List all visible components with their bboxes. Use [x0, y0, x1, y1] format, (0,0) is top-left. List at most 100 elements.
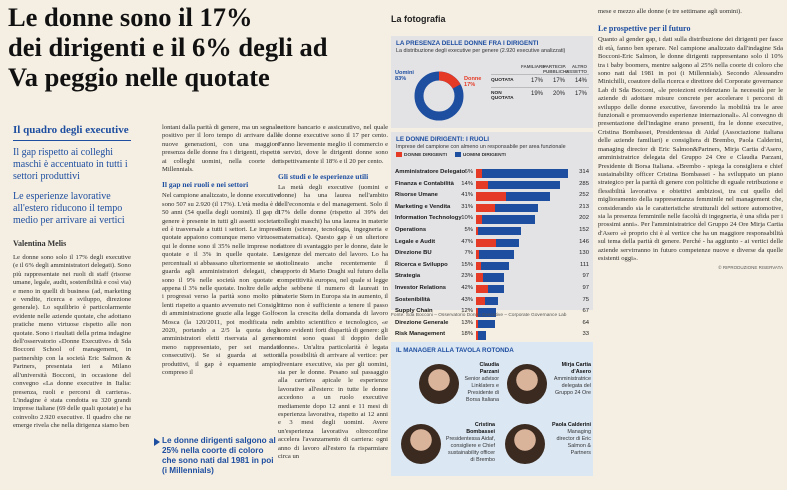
bar-men [476, 308, 496, 317]
roles-legend: DONNE DIRIGENTI UOMINI DIRIGENTI [391, 151, 593, 159]
bar-women-percent-label: 14% [461, 180, 473, 187]
bar-category-label: Direzione BU [395, 250, 432, 257]
bar-women-percent-label: 41% [461, 192, 473, 199]
avatar [505, 424, 545, 464]
copyright-footer: © RIPRODUZIONE RISERVATA [718, 265, 783, 271]
bar-category-label: Risk Management [395, 331, 446, 338]
bar-category-label: Sostenibilità [395, 296, 431, 303]
bar-women-share [476, 284, 488, 294]
bar-women-share [476, 192, 507, 201]
bar-row: Ricerca e Sviluppo 15% 111 [391, 261, 593, 273]
bar-row: Finanza e Contabilità 14% 285 [391, 180, 593, 192]
bar-women-share [476, 331, 478, 340]
table-cell: 17% [574, 91, 587, 97]
bar-women-share [476, 273, 483, 282]
bar-women-percent-label: 23% [461, 273, 473, 280]
subheading-2: Le esperienze lavorative all'estero ridu… [13, 191, 125, 226]
manager-card: Paola Calderini Managing director di Eri… [501, 420, 601, 480]
headline: Le donne sono il 17% dei dirigenti e il … [8, 2, 388, 92]
bar-women-percent-label: 5% [464, 226, 473, 233]
headline-line-3: Va peggio nelle quotate [8, 62, 270, 92]
bar-men [476, 296, 498, 306]
bar-men [476, 215, 536, 224]
bar-women-share [476, 250, 479, 259]
bar-men [476, 273, 505, 282]
box2-subtitle: Imprese del campione con almeno un respo… [396, 144, 566, 150]
table-cell: 17% [552, 78, 565, 84]
bar-women-share [476, 296, 486, 306]
bar-category-label: Legale e Audit [395, 238, 436, 245]
bar-row: Information Technology 10% 202 [391, 214, 593, 226]
bar-men [476, 238, 519, 248]
bar-men [476, 250, 515, 259]
manager-card: Cristina Bombassei Presidentessa Aidaf, … [391, 420, 495, 480]
manager-card: Mirja Cartia d'Asero Amministratrice del… [501, 358, 601, 418]
bar-total-label: 33 [582, 331, 589, 338]
right-column-p1: mese e mezzo alle donne (e tre settimane… [598, 8, 742, 15]
bar-row: Risorse Umane 41% 252 [391, 191, 593, 203]
bar-men [476, 169, 568, 178]
bar-total-label: 64 [582, 319, 589, 326]
table-cell: 17% [530, 78, 543, 84]
bar-women-share [476, 169, 482, 178]
column-2-subhead: Il gap nei ruoli e nei settori [162, 180, 249, 190]
article-body-1: Le donne sono solo il 17% degli executiv… [13, 254, 131, 430]
bar-women-share [476, 308, 479, 317]
section-title: Il quadro degli executive [13, 124, 131, 141]
table-cell: 20% [552, 91, 565, 97]
bar-total-label: 285 [579, 180, 589, 187]
table-header: FAMILIARE PARTECIP. PUBBLICHE ALTRO ASSE… [491, 64, 589, 74]
manager-name: Claudia Parzani [479, 362, 499, 375]
article-column-3: settore bancario e assicurativo, nel qua… [278, 124, 388, 464]
manager-name: Cristina Bombassei [466, 422, 495, 435]
bar-row: Supply Chain 12% 67 [391, 307, 593, 319]
donut-women-slice [414, 71, 464, 121]
bar-women-percent-label: 18% [461, 331, 473, 338]
bar-row: Marketing e Vendita 31% 213 [391, 203, 593, 215]
manager-role: Amministratrice delegata del Gruppo 24 O… [553, 376, 591, 396]
bar-women-share [476, 261, 481, 271]
bar-men [476, 331, 486, 340]
table-header-cell: ALTRO ASSETTO [565, 64, 587, 74]
bar-category-label: Ricerca e Sviluppo [395, 261, 448, 268]
bar-category-label: Amministratore Delegato [395, 169, 466, 175]
bar-women-share [476, 226, 479, 236]
bar-row: Risk Management 18% 33 [391, 330, 593, 342]
column-2-p2: Nel campione analizzato, le donne execut… [162, 192, 280, 376]
column-3-subhead: Gli studi e le esperienze utili [278, 172, 369, 182]
table-row: QUOTATA 17% 17% 14% [491, 74, 589, 87]
headline-line-1: Le donne sono il 17% [8, 2, 253, 32]
bar-total-label: 97 [582, 273, 589, 280]
subheading-1: Il gap rispetto ai colleghi maschi è acc… [13, 147, 128, 182]
bar-row: Operations 5% 152 [391, 226, 593, 238]
bar-women-share [476, 203, 496, 213]
avatar [401, 424, 441, 464]
box3-title: IL MANAGER ALLA TAVOLA ROTONDA [396, 347, 514, 354]
bar-category-label: Strategia [395, 273, 421, 280]
bar-women-share [476, 215, 482, 224]
bar-women-share [476, 180, 488, 190]
headline-line-2: dei dirigenti e il 6% degli ad [8, 32, 328, 62]
bar-row: Direzione BU 7% 130 [391, 249, 593, 261]
gender-distribution-box: LA PRESENZA DELLE DONNE FRA I DIRIGENTI … [391, 36, 593, 128]
bar-total-label: 146 [579, 238, 589, 245]
bar-category-label: Operations [395, 226, 427, 233]
pull-quote-text: Le donne dirigenti salgono al 25% nella … [162, 436, 276, 475]
bar-row: Sostenibilità 43% 75 [391, 296, 593, 308]
article-column-2: lontani dalla parità di genere, ma un se… [162, 124, 280, 380]
roles-chart-box: LE DONNE DIRIGENTI: I RUOLI Imprese del … [391, 132, 593, 340]
column-2-p1: lontani dalla parità di genere, ma un se… [162, 124, 280, 174]
bar-row: Strategia 23% 97 [391, 272, 593, 284]
manager-role: Managing director di Eric Salmon & Partn… [556, 429, 591, 456]
bar-women-percent-label: 13% [461, 319, 473, 326]
right-column-subhead: Le prospettive per il futuro [598, 24, 691, 34]
sidebar-column: Il quadro degli executive Il gap rispett… [13, 124, 131, 431]
column-3-p1: settore bancario e assicurativo, nel qua… [278, 124, 388, 165]
row-label: NON QUOTATA [491, 91, 514, 101]
manager-card: Claudia Parzani Senior advisor Linklater… [391, 358, 499, 418]
ownership-table: FAMILIARE PARTECIP. PUBBLICHE ALTRO ASSE… [491, 64, 589, 104]
bar-category-label: Supply Chain [395, 308, 433, 315]
box2-title: LE DONNE DIRIGENTI: I RUOLI [396, 136, 490, 143]
donut-men-label: Uomini 83% [395, 70, 414, 82]
bar-category-label: Investor Relations [395, 284, 447, 291]
